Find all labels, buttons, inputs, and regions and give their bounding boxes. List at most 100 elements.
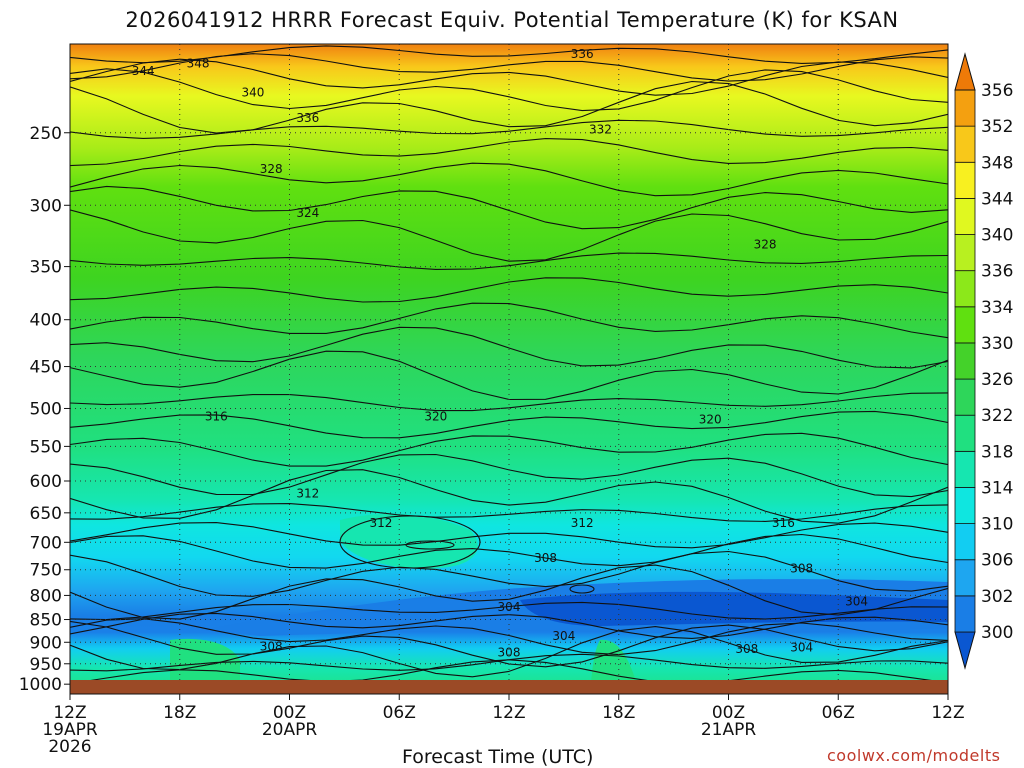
contour-label: 320 bbox=[699, 412, 722, 426]
colorbar-swatch bbox=[954, 450, 976, 488]
contour-label: 332 bbox=[589, 123, 612, 137]
y-tick-label: 350 bbox=[30, 258, 62, 278]
colorbar-label: 348 bbox=[981, 153, 1013, 173]
colorbar-label: 356 bbox=[981, 81, 1013, 101]
contour-label-group: 336 344 348 340 336 332 328 324 328 316 320 320 312 3… bbox=[132, 47, 868, 659]
colorbar-swatch bbox=[954, 559, 976, 597]
x-tick-label: 2026 bbox=[48, 737, 91, 757]
x-tick-label: 18Z bbox=[163, 703, 196, 723]
y-tick-label: 700 bbox=[30, 533, 62, 553]
x-tick-label: 12Z bbox=[492, 703, 525, 723]
contour-label: 308 bbox=[498, 645, 521, 659]
surface-band bbox=[70, 680, 948, 694]
contour-label: 308 bbox=[790, 562, 813, 576]
y-tick-label: 750 bbox=[30, 561, 62, 581]
colorbar-label: 352 bbox=[981, 117, 1013, 137]
y-tick-label: 550 bbox=[30, 437, 62, 457]
colorbar-swatch bbox=[954, 125, 976, 163]
colorbar-swatch bbox=[954, 89, 976, 127]
contour-closed bbox=[405, 540, 455, 550]
colorbar-swatch bbox=[954, 523, 976, 561]
y-tick-label: 300 bbox=[30, 196, 62, 216]
contour-label: 328 bbox=[260, 162, 283, 176]
colorbar-swatch bbox=[954, 595, 976, 633]
colorbar: 300 302 306 310 314 318 322 326 330 334 336 340 344 3… bbox=[954, 52, 1013, 670]
contour-label: 328 bbox=[754, 237, 777, 251]
chart-title: 2026041912 HRRR Forecast Equiv. Potentia… bbox=[125, 8, 899, 32]
colorbar-label: 344 bbox=[981, 189, 1013, 209]
dotted-grid bbox=[70, 44, 948, 694]
contour-label: 304 bbox=[498, 600, 521, 614]
contour-line bbox=[70, 185, 948, 230]
colorbar-label: 310 bbox=[981, 515, 1013, 535]
y-tick-label: 800 bbox=[30, 586, 62, 606]
contour-line bbox=[70, 550, 948, 597]
y-tick-label: 400 bbox=[30, 311, 62, 331]
x-tick-label: 18Z bbox=[602, 703, 635, 723]
y-tick-label: 500 bbox=[30, 399, 62, 419]
colorbar-label: 334 bbox=[981, 298, 1013, 318]
contour-label: 320 bbox=[424, 409, 447, 423]
contour-line bbox=[70, 410, 948, 439]
colorbar-swatch bbox=[954, 234, 976, 272]
contour-label: 308 bbox=[260, 640, 283, 654]
contour-label: 324 bbox=[296, 206, 319, 220]
x-tick-label: 19APR bbox=[42, 720, 98, 740]
contour-line bbox=[70, 68, 948, 112]
contour-line bbox=[70, 209, 948, 262]
colorbar-arrow-high bbox=[954, 52, 976, 91]
x-tick-label: 12Z bbox=[53, 703, 86, 723]
x-tick-label: 00Z bbox=[273, 703, 306, 723]
contour-label: 316 bbox=[772, 516, 795, 530]
colorbar-label: 326 bbox=[981, 370, 1013, 390]
colorbar-label: 302 bbox=[981, 587, 1013, 607]
colorbar-label: 314 bbox=[981, 478, 1013, 498]
contour-label: 340 bbox=[241, 86, 264, 100]
y-tick-label: 450 bbox=[30, 358, 62, 378]
contour-line bbox=[70, 618, 948, 656]
colorbar-swatch bbox=[954, 161, 976, 199]
colorbar-label: 336 bbox=[981, 262, 1013, 282]
contour-line bbox=[70, 119, 948, 139]
colorbar-arrow-low bbox=[954, 631, 976, 670]
contour-label: 312 bbox=[370, 516, 393, 530]
contour-line bbox=[70, 522, 948, 549]
colorbar-label: 330 bbox=[981, 334, 1013, 354]
y-tick-label: 900 bbox=[30, 633, 62, 653]
x-tick-label: 06Z bbox=[822, 703, 855, 723]
contour-line bbox=[70, 302, 948, 339]
contour-line bbox=[70, 626, 948, 678]
contour-label: 336 bbox=[296, 111, 319, 125]
x-axis-title: Forecast Time (UTC) bbox=[402, 746, 594, 768]
colorbar-swatch bbox=[954, 342, 976, 380]
contour-lines bbox=[70, 45, 948, 685]
contour-label: 336 bbox=[571, 47, 594, 61]
contour-line bbox=[70, 469, 948, 524]
colorbar-swatch bbox=[954, 270, 976, 308]
contour-label: 308 bbox=[534, 551, 557, 565]
contour-line bbox=[70, 80, 948, 134]
contour-line bbox=[70, 533, 948, 569]
contour-line bbox=[70, 138, 948, 167]
contour-label: 304 bbox=[790, 641, 813, 655]
colorbar-swatch bbox=[954, 378, 976, 416]
contour-label: 308 bbox=[735, 642, 758, 656]
contour-label: 312 bbox=[571, 516, 594, 530]
contour-line bbox=[70, 392, 948, 412]
contour-line bbox=[70, 601, 948, 621]
x-tick-label: 20APR bbox=[262, 720, 318, 740]
contour-line bbox=[70, 277, 948, 303]
x-tick-label: 12Z bbox=[931, 703, 964, 723]
contour-label: 348 bbox=[187, 56, 210, 70]
y-tick-label: 950 bbox=[30, 655, 62, 675]
contour-closed bbox=[569, 584, 595, 594]
contour-label: 316 bbox=[205, 409, 228, 423]
contour-line bbox=[70, 326, 948, 369]
y-tick-label: 600 bbox=[30, 472, 62, 492]
mid-blob bbox=[340, 514, 478, 569]
x-tick-label: 21APR bbox=[701, 720, 757, 740]
y-axis: 2503003504004505005506006507007508008509… bbox=[19, 124, 70, 695]
contour-label: 312 bbox=[296, 486, 319, 500]
